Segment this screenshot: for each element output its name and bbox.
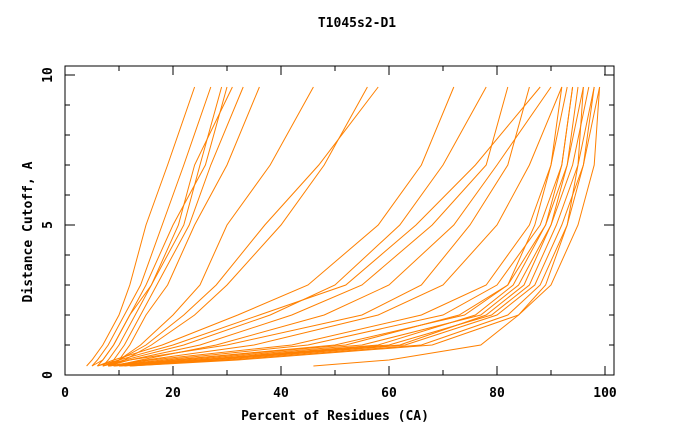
x-tick-label: 0	[61, 386, 69, 401]
series-line-16	[102, 86, 530, 367]
x-tick-label: 40	[273, 386, 289, 401]
series-line-14	[97, 86, 541, 367]
y-tick-label: 5	[41, 221, 56, 229]
series-line-25	[124, 86, 579, 367]
series-line-26	[118, 86, 563, 367]
x-axis-label: Percent of Residues (CA)	[241, 409, 429, 424]
series-line-22	[118, 86, 601, 367]
x-tick-label: 20	[165, 386, 181, 401]
series-line-2	[91, 86, 212, 367]
series-line-7	[91, 86, 223, 367]
curves-group	[86, 86, 601, 367]
y-tick-label: 0	[41, 371, 56, 379]
axes-group: 0 20 40 60 80 100 0 5 10	[41, 65, 617, 401]
series-line-23	[129, 86, 595, 367]
y-tick-label: 10	[41, 67, 56, 83]
series-line-29	[313, 86, 601, 367]
series-line-17	[108, 86, 563, 367]
series-line-5	[107, 86, 244, 367]
series-line-1	[86, 86, 196, 367]
series-line-15	[113, 86, 552, 367]
x-tick-label: 60	[381, 386, 397, 401]
series-line-9	[108, 86, 368, 367]
chart-title: T1045s2-D1	[318, 16, 396, 31]
series-line-13	[108, 86, 509, 367]
series-line-12	[102, 86, 487, 367]
y-axis-label: Distance Cutoff, A	[21, 161, 36, 302]
series-line-27	[129, 86, 584, 367]
series-line-4	[102, 86, 233, 367]
series-line-3	[97, 86, 228, 367]
x-tick-label: 100	[593, 386, 617, 401]
series-line-20	[113, 86, 590, 367]
series-line-11	[97, 86, 455, 367]
series-line-21	[118, 86, 595, 367]
series-line-8	[107, 86, 314, 367]
series-line-10	[102, 86, 379, 367]
x-tick-label: 80	[489, 386, 505, 401]
plot-frame	[64, 65, 615, 376]
series-line-28	[108, 86, 568, 367]
series-line-24	[113, 86, 574, 367]
series-line-18	[108, 86, 574, 367]
